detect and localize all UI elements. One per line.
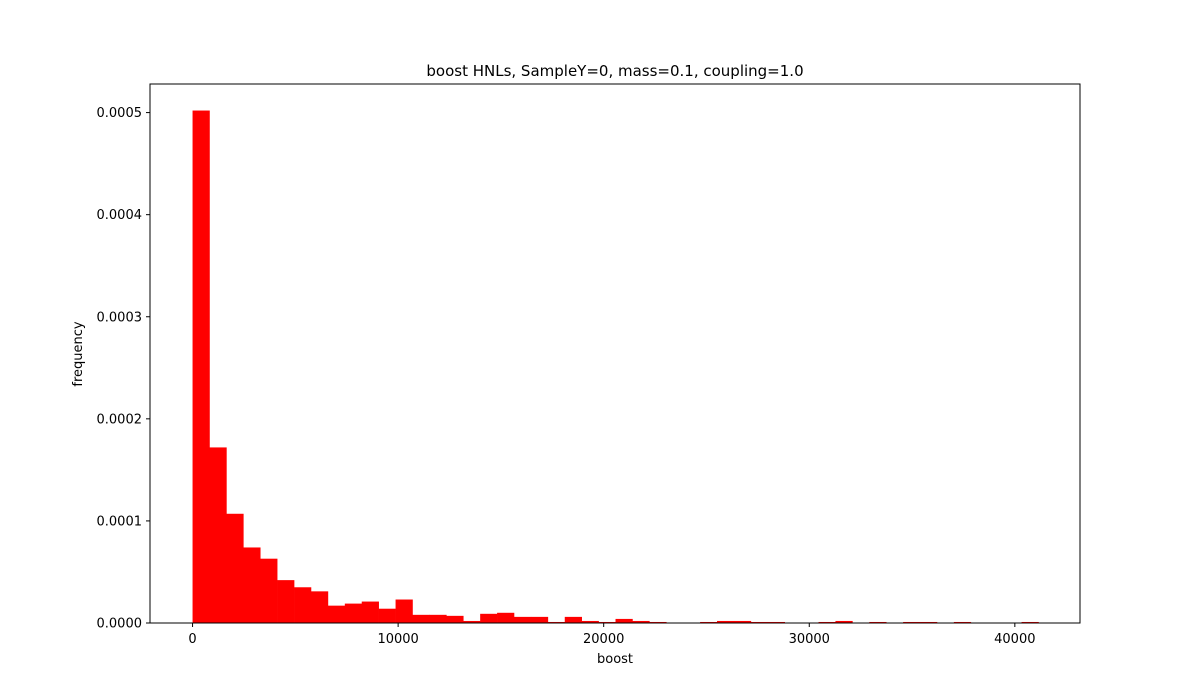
histogram-bar: [243, 547, 261, 623]
y-tick-label: 0.0004: [97, 208, 143, 223]
histogram-bar: [835, 620, 853, 623]
histogram-bar: [767, 621, 785, 623]
histogram-bar: [598, 621, 616, 623]
histogram-bar: [700, 621, 718, 623]
x-axis-label: boost: [597, 652, 633, 667]
y-tick-label: 0.0003: [97, 310, 143, 325]
histogram-bar: [463, 620, 481, 623]
histogram-bar: [260, 558, 278, 623]
histogram-bar: [547, 621, 566, 623]
histogram-bar: [480, 613, 498, 623]
x-tick-label: 30000: [789, 632, 830, 647]
histogram-bar: [750, 621, 769, 623]
histogram-bar: [412, 614, 430, 623]
histogram-bar: [429, 614, 447, 623]
histogram-bar: [649, 621, 667, 623]
bars-group: [192, 110, 1039, 624]
histogram-bar: [564, 616, 582, 624]
histogram-bar: [953, 621, 972, 623]
histogram-bar: [378, 608, 396, 623]
y-tick-label: 0.0001: [97, 514, 143, 529]
histogram-bar: [632, 620, 650, 623]
histogram-bar: [869, 621, 887, 623]
x-axis-ticks: 0 10000 20000 30000 40000: [188, 623, 1036, 647]
y-axis-ticks: 0.0000 0.0001 0.0002 0.0003 0.0004 0.0005: [97, 106, 150, 632]
histogram-bar: [1021, 621, 1039, 623]
histogram-bar: [717, 620, 735, 623]
y-tick-label: 0.0005: [97, 106, 143, 121]
x-tick-label: 0: [188, 632, 196, 647]
x-tick-label: 10000: [377, 632, 418, 647]
histogram-bar: [226, 513, 244, 623]
plot-area-frame: [149, 83, 1081, 624]
x-tick-label: 20000: [583, 632, 624, 647]
histogram-bar: [733, 620, 752, 623]
histogram-bar: [446, 615, 464, 623]
histogram-bar: [514, 616, 532, 624]
histogram-bar: [209, 447, 227, 623]
histogram-bar: [818, 621, 836, 623]
histogram-bar: [294, 587, 312, 623]
chart-title: boost HNLs, SampleY=0, mass=0.1, couplin…: [426, 62, 803, 80]
histogram-bar: [361, 601, 379, 623]
histogram-bar: [920, 621, 938, 623]
histogram-bar: [277, 580, 295, 624]
histogram-bar: [497, 612, 515, 623]
histogram-bar: [395, 599, 413, 623]
y-tick-label: 0.0002: [97, 412, 143, 427]
histogram-bar: [192, 110, 210, 624]
histogram-bar: [615, 618, 633, 623]
histogram-bar: [327, 605, 346, 623]
histogram-bar: [903, 621, 921, 623]
y-axis-label: frequency: [71, 321, 86, 387]
histogram-bar: [344, 603, 363, 623]
histogram-bar: [530, 616, 549, 624]
x-tick-label: 40000: [994, 632, 1035, 647]
histogram-bar: [581, 620, 599, 623]
histogram-bar: [310, 591, 329, 623]
y-tick-label: 0.0000: [97, 617, 143, 632]
